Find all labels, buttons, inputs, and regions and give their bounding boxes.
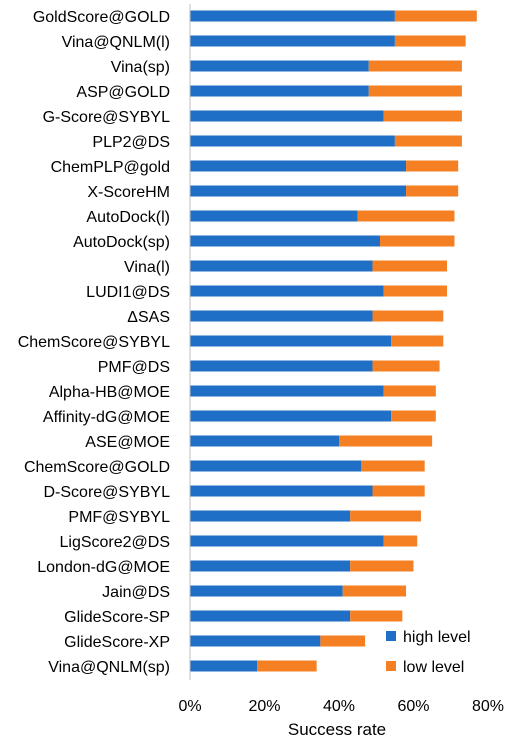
bar-low-level <box>372 310 444 322</box>
category-label: Vina@QNLM(l) <box>62 34 170 51</box>
bar-low-level <box>350 560 414 572</box>
bar-high-level <box>190 660 258 672</box>
bar-low-level <box>406 160 459 172</box>
legend: high level low level <box>386 629 471 676</box>
category-labels: GoldScore@GOLD Vina@QNLM(l) Vina(sp) ASP@GO… <box>18 9 170 676</box>
bar-high-level <box>190 35 395 47</box>
bar-low-level <box>361 460 425 472</box>
bar-low-level <box>339 435 433 447</box>
bar-high-level <box>190 560 351 572</box>
category-label: G-Score@SYBYL <box>43 109 171 126</box>
bar-high-level <box>190 110 384 122</box>
bar-low-level <box>394 35 466 47</box>
category-label: ChemScore@SYBYL <box>18 334 170 351</box>
category-label: ChemScore@GOLD <box>24 459 170 476</box>
bar-high-level <box>190 535 384 547</box>
category-label: AutoDock(l) <box>86 209 170 226</box>
category-label: ASP@GOLD <box>76 84 170 101</box>
bar-high-level <box>190 310 373 322</box>
x-tick-label: 60% <box>397 698 429 715</box>
bar-high-level <box>190 385 384 397</box>
bar-low-level <box>383 385 436 397</box>
category-label: London-dG@MOE <box>37 559 170 576</box>
x-tick-label: 0% <box>178 698 201 715</box>
x-tick-label: 20% <box>248 698 280 715</box>
bar-high-level <box>190 410 392 422</box>
bar-low-level <box>372 260 448 272</box>
bar-high-level <box>190 610 351 622</box>
category-label: D-Score@SYBYL <box>43 484 170 501</box>
category-label: Vina(sp) <box>111 59 170 76</box>
bar-low-level <box>406 185 459 197</box>
bar-low-level <box>372 485 425 497</box>
category-label: Affinity-dG@MOE <box>43 409 170 426</box>
bar-high-level <box>190 360 373 372</box>
x-tick-label: 40% <box>323 698 355 715</box>
category-label: ASE@MOE <box>85 434 170 451</box>
bar-high-level <box>190 210 358 222</box>
category-label: Jain@DS <box>102 584 170 601</box>
category-label: LUDI1@DS <box>86 284 170 301</box>
bar-low-level <box>320 635 366 647</box>
bar-high-level <box>190 235 380 247</box>
legend-swatch-low-level <box>386 661 396 671</box>
bar-low-level <box>368 60 462 72</box>
bar-low-level <box>342 585 407 597</box>
bar-low-level <box>391 410 436 422</box>
bar-low-level <box>383 535 418 547</box>
bar-low-level <box>379 235 455 247</box>
bar-high-level <box>190 635 321 647</box>
category-label: ChemPLP@gold <box>51 159 170 176</box>
category-label: AutoDock(sp) <box>73 234 170 251</box>
legend-label-high-level: high level <box>403 629 471 646</box>
category-label: GlideScore-SP <box>64 609 170 626</box>
bar-low-level <box>350 610 403 622</box>
bar-high-level <box>190 185 407 197</box>
bar-low-level <box>372 360 440 372</box>
bar-low-level <box>394 10 477 22</box>
bar-low-level <box>368 85 462 97</box>
bar-high-level <box>190 335 392 347</box>
bar-high-level <box>190 10 395 22</box>
bar-high-level <box>190 460 362 472</box>
category-label: LigScore2@DS <box>59 534 170 551</box>
bar-high-level <box>190 160 407 172</box>
category-label: PMF@DS <box>98 359 170 376</box>
category-label: X-ScoreHM <box>87 184 170 201</box>
bar-low-level <box>394 135 462 147</box>
category-label: ΔSAS <box>127 309 170 326</box>
category-label: Alpha-HB@MOE <box>49 384 170 401</box>
bar-high-level <box>190 60 369 72</box>
x-tick-labels: 0% 20% 40% 60% 80% <box>178 698 504 715</box>
category-label: PLP2@DS <box>92 134 170 151</box>
category-label: PMF@SYBYL <box>68 509 170 526</box>
legend-label-low-level: low level <box>403 659 464 676</box>
bar-high-level <box>190 260 373 272</box>
bar-high-level <box>190 510 351 522</box>
category-label: GoldScore@GOLD <box>33 9 170 26</box>
bar-low-level <box>257 660 317 672</box>
bar-high-level <box>190 435 339 447</box>
category-label: GlideScore-XP <box>64 634 170 651</box>
bar-high-level <box>190 485 373 497</box>
bar-high-level <box>190 135 395 147</box>
bars-group <box>190 10 477 672</box>
bar-low-level <box>350 510 421 522</box>
x-axis-title: Success rate <box>288 720 386 739</box>
bar-low-level <box>357 210 455 222</box>
bar-high-level <box>190 585 343 597</box>
bar-low-level <box>391 335 444 347</box>
bar-high-level <box>190 85 369 97</box>
x-tick-label: 80% <box>472 698 504 715</box>
category-label: Vina(l) <box>124 259 170 276</box>
legend-swatch-high-level <box>386 631 396 641</box>
category-label: Vina@QNLM(sp) <box>48 659 170 676</box>
bar-high-level <box>190 285 384 297</box>
bar-low-level <box>383 110 462 122</box>
bar-low-level <box>383 285 448 297</box>
